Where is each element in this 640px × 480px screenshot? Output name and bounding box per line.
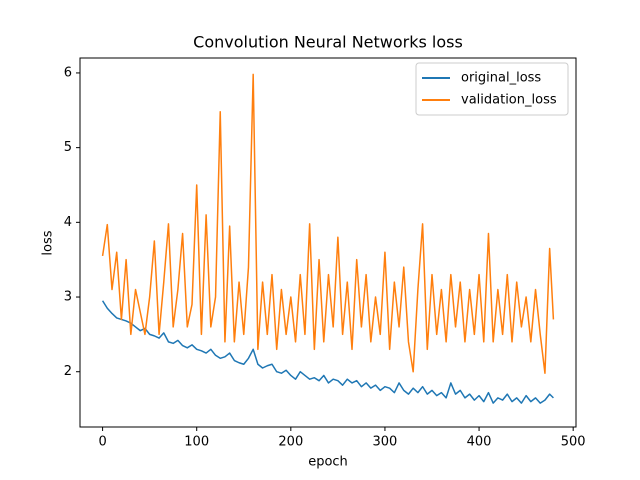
y-tick-label: 4: [64, 215, 72, 230]
x-tick-label: 500: [561, 435, 586, 450]
y-axis-label: loss: [41, 230, 56, 255]
y-tick-label: 2: [64, 364, 72, 379]
y-tick-label: 6: [64, 65, 72, 80]
data-line: [101, 300, 554, 404]
legend-box: [415, 62, 569, 116]
x-tick-label: 400: [467, 435, 492, 450]
legend-label: original_loss: [461, 71, 541, 86]
legend-label: validation_loss: [461, 93, 557, 108]
x-tick-label: 300: [373, 435, 398, 450]
y-tick-label: 5: [64, 140, 72, 155]
x-axis-label: epoch: [308, 455, 348, 470]
x-tick-label: 0: [98, 435, 106, 450]
x-tick-label: 200: [278, 435, 303, 450]
chart-title: Convolution Neural Networks loss: [193, 33, 463, 52]
y-tick-label: 3: [64, 290, 72, 305]
plot-frame: [79, 57, 577, 428]
data-line: [101, 73, 555, 374]
x-tick-label: 100: [184, 435, 209, 450]
